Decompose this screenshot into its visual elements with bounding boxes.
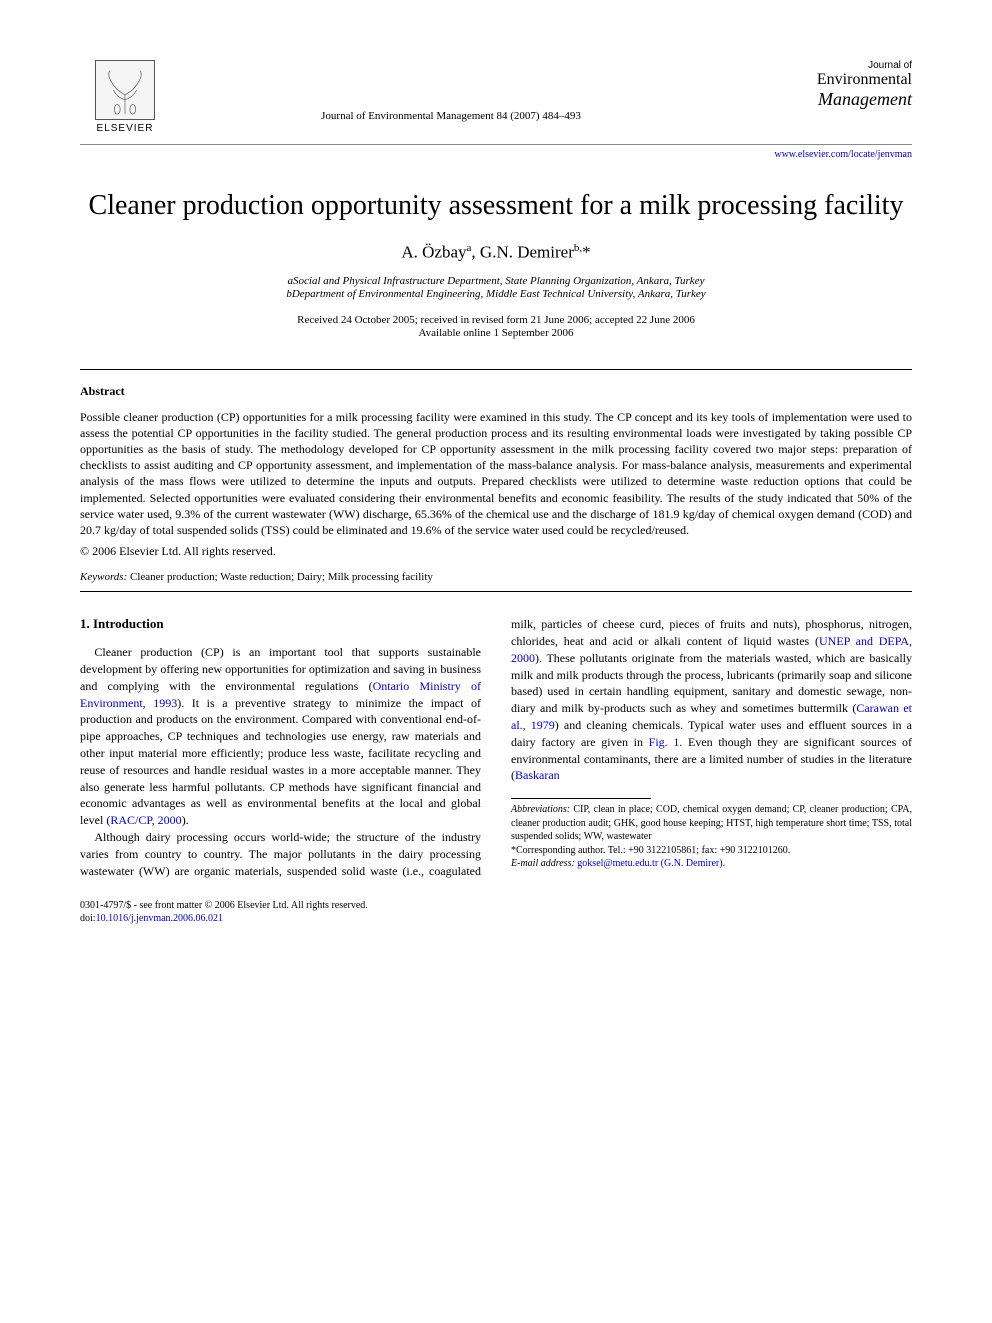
affiliation-b: bDepartment of Environmental Engineering… [80, 288, 912, 300]
publisher-name: ELSEVIER [97, 123, 154, 134]
corresponding-author: *Corresponding author. Tel.: +90 3122105… [511, 844, 912, 858]
doi-link[interactable]: 10.1016/j.jenvman.2006.06.021 [96, 913, 224, 924]
front-matter: 0301-4797/$ - see front matter © 2006 El… [80, 899, 368, 912]
doi-line: doi:10.1016/j.jenvman.2006.06.021 [80, 912, 368, 925]
body-columns: 1. Introduction Cleaner production (CP) … [80, 616, 912, 879]
abstract-text: Possible cleaner production (CP) opportu… [80, 409, 912, 539]
abstract-heading: Abstract [80, 384, 912, 399]
abstract-bottom-rule [80, 591, 912, 592]
abstract-copyright: © 2006 Elsevier Ltd. All rights reserved… [80, 544, 912, 559]
received-date: Received 24 October 2005; received in re… [80, 314, 912, 326]
keywords-label: Keywords: [80, 571, 127, 583]
citation-link[interactable]: RAC/CP, 2000 [110, 813, 181, 827]
journal-brand: Journal of Environmental Management [732, 60, 912, 110]
abstract-top-rule [80, 369, 912, 370]
email-label: E-mail address: [511, 858, 575, 869]
header: ELSEVIER Journal of Environmental Manage… [80, 60, 912, 134]
abbreviations-footnote: Abbreviations: CIP, clean in place; COD,… [511, 803, 912, 844]
page-footer: 0301-4797/$ - see front matter © 2006 El… [80, 899, 912, 925]
email-link[interactable]: goksel@metu.edu.tr (G.N. Demirer). [575, 858, 725, 869]
elsevier-tree-icon [95, 60, 155, 120]
publisher-logo: ELSEVIER [80, 60, 170, 134]
online-date: Available online 1 September 2006 [80, 327, 912, 339]
article-dates: Received 24 October 2005; received in re… [80, 314, 912, 339]
journal-url[interactable]: www.elsevier.com/locate/jenvman [80, 149, 912, 160]
figure-link[interactable]: Fig. 1 [649, 735, 680, 749]
affiliations: aSocial and Physical Infrastructure Depa… [80, 275, 912, 300]
keywords: Keywords: Cleaner production; Waste redu… [80, 571, 912, 583]
footnote-rule [511, 798, 651, 799]
authors: A. Özbaya, G.N. Demirerb,* [80, 242, 912, 263]
article-title: Cleaner production opportunity assessmen… [80, 190, 912, 222]
footer-left: 0301-4797/$ - see front matter © 2006 El… [80, 899, 368, 925]
brand-line-2: Environmental [732, 71, 912, 89]
abbrev-label: Abbreviations: [511, 804, 570, 815]
journal-reference: Journal of Environmental Management 84 (… [170, 60, 732, 122]
header-rule [80, 144, 912, 145]
brand-line-3: Management [732, 89, 912, 110]
brand-line-1: Journal of [732, 60, 912, 71]
keywords-text: Cleaner production; Waste reduction; Dai… [127, 571, 433, 583]
intro-para-1: Cleaner production (CP) is an important … [80, 644, 481, 829]
citation-link[interactable]: Baskaran [515, 768, 560, 782]
section-heading-intro: 1. Introduction [80, 616, 481, 632]
affiliation-a: aSocial and Physical Infrastructure Depa… [80, 275, 912, 287]
email-footnote: E-mail address: goksel@metu.edu.tr (G.N.… [511, 857, 912, 871]
